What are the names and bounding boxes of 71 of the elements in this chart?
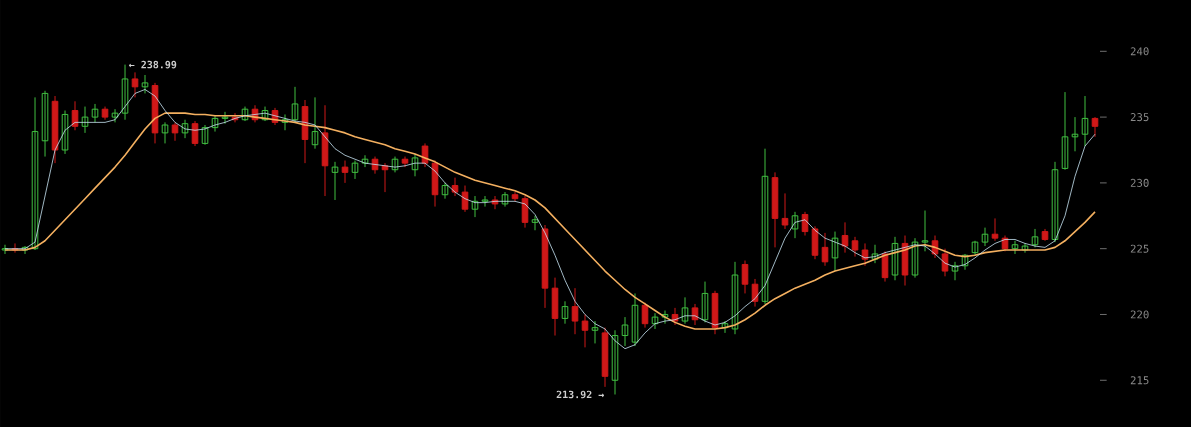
candlestick (531, 215, 539, 231)
candlestick (211, 115, 219, 133)
candlestick (741, 260, 749, 294)
candlestick (461, 185, 469, 213)
candlestick (701, 281, 709, 323)
candlestick (761, 148, 769, 305)
annotation: ← 238.99 (129, 60, 177, 69)
candlestick (981, 227, 989, 247)
y-tick-label: 235 (1130, 113, 1149, 122)
candlestick (851, 236, 859, 258)
candlestick (311, 96, 319, 150)
candlestick (991, 217, 999, 242)
candlestick (1061, 91, 1069, 171)
candlestick (731, 261, 739, 335)
candlestick (141, 74, 149, 94)
candlestick (351, 160, 359, 180)
candlestick (591, 320, 599, 344)
candlestick (161, 121, 169, 144)
candlestick (411, 153, 419, 177)
candlestick (31, 96, 39, 251)
candlestick (131, 71, 139, 98)
candlestick (611, 329, 619, 395)
candlestick (871, 244, 879, 264)
candlestick (1081, 95, 1089, 147)
candlestick (571, 287, 579, 335)
candlestick (471, 195, 479, 218)
y-tick-label: 225 (1130, 244, 1149, 253)
candlestick (921, 210, 929, 252)
candlestick (361, 154, 369, 168)
candlestick (291, 86, 299, 123)
candlestick (331, 161, 339, 201)
candlestick (121, 64, 129, 121)
candlestick (81, 106, 89, 134)
candlestick (621, 316, 629, 347)
candlestick (391, 156, 399, 173)
candlestick (441, 182, 449, 200)
y-tick-label: 230 (1130, 178, 1149, 187)
candlestick (791, 211, 799, 239)
candlestick (41, 90, 49, 158)
candlestick (651, 312, 659, 330)
candlestick (171, 121, 179, 142)
candlestick (561, 300, 569, 325)
candlestick (201, 124, 209, 146)
candlestick (581, 313, 589, 348)
candlestick (721, 320, 729, 334)
candlestick (891, 236, 899, 281)
candlestick (631, 292, 639, 347)
candlestick (111, 108, 119, 123)
candlestick (181, 119, 189, 139)
candlestick (831, 231, 839, 272)
candlestick (1091, 116, 1099, 138)
candlestick (1011, 240, 1019, 255)
y-tick-label: 220 (1130, 310, 1149, 319)
candlestick (1021, 242, 1029, 254)
candlestick (261, 106, 269, 122)
candlestick (91, 103, 99, 123)
candlestick (971, 240, 979, 256)
candlestick (341, 160, 349, 184)
candlestick (241, 106, 249, 122)
candlestick (781, 192, 789, 230)
candlestick (951, 261, 959, 281)
candlestick (911, 237, 919, 279)
candlestick (481, 195, 489, 208)
candlestick (1051, 161, 1059, 243)
candlestick (681, 296, 689, 325)
y-tick-label: 240 (1130, 47, 1149, 56)
candlestick (501, 191, 509, 208)
y-tick-label: 215 (1130, 376, 1149, 385)
candlestick (961, 253, 969, 271)
candlestick (61, 110, 69, 155)
annotation: 213.92 → (556, 390, 604, 399)
